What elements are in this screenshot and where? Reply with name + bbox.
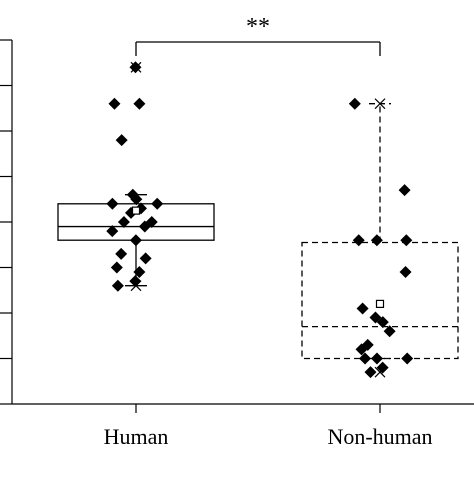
data-point-0-18 — [133, 266, 146, 279]
data-point-0-2 — [108, 97, 121, 110]
significance-label: ** — [246, 14, 270, 40]
min-marker-0 — [130, 280, 142, 292]
max-marker-1 — [374, 98, 386, 110]
data-point-1-9 — [383, 325, 396, 338]
axes-layer — [0, 39, 474, 413]
min-marker-1-stroke-b — [374, 366, 386, 378]
data-point-1-8 — [376, 316, 389, 329]
data-point-0-15 — [115, 247, 128, 260]
data-point-1-11 — [355, 343, 368, 356]
data-point-0-20 — [111, 279, 124, 292]
max-marker-1-stroke-b — [374, 98, 386, 110]
data-point-1-3 — [352, 234, 365, 247]
x-tick-label-0: Human — [104, 424, 169, 449]
data-point-1-2 — [400, 234, 413, 247]
min-marker-1 — [374, 366, 386, 378]
data-point-1-6 — [356, 302, 369, 315]
data-point-0-13 — [106, 225, 119, 238]
data-point-1-0 — [348, 97, 361, 110]
data-point-0-6 — [106, 197, 119, 210]
min-marker-0-stroke-b — [130, 280, 142, 292]
data-point-1-15 — [376, 361, 389, 374]
data-point-0-12 — [138, 220, 151, 233]
significance-bracket — [135, 41, 381, 56]
data-point-0-7 — [151, 197, 164, 210]
max-marker-0-stroke-b — [130, 61, 142, 73]
data-point-0-1 — [133, 97, 146, 110]
label-layer: Human Non-human ** — [104, 14, 433, 449]
points-layer — [106, 61, 414, 379]
data-point-0-5 — [130, 193, 143, 206]
x-tick-label-1: Non-human — [327, 424, 432, 449]
data-point-0-3 — [115, 134, 128, 147]
data-point-1-4 — [370, 234, 383, 247]
data-point-1-12 — [401, 352, 414, 365]
mean-marker-1 — [375, 299, 385, 308]
data-point-0-16 — [139, 252, 152, 265]
data-point-1-13 — [370, 352, 383, 365]
data-point-1-1 — [398, 184, 411, 197]
mean-marker-0 — [131, 206, 141, 215]
data-point-0-17 — [110, 261, 123, 274]
data-point-0-10 — [117, 216, 130, 228]
data-point-1-5 — [399, 266, 412, 279]
data-point-1-14 — [359, 352, 372, 365]
max-marker-0 — [130, 61, 142, 73]
data-point-0-14 — [129, 234, 142, 247]
data-point-1-16 — [364, 366, 377, 379]
